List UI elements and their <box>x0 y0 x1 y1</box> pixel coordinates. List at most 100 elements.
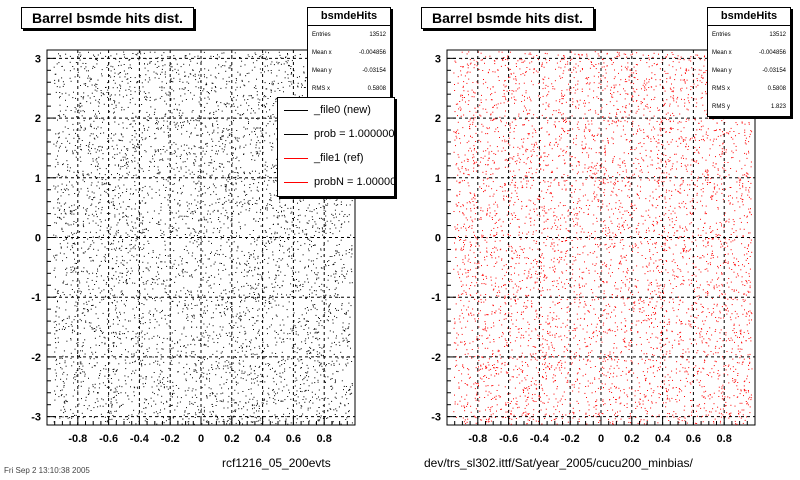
scatter-point <box>236 205 238 207</box>
scatter-point <box>221 387 223 389</box>
scatter-point <box>311 391 313 393</box>
scatter-point <box>304 390 306 392</box>
scatter-point <box>160 149 162 150</box>
scatter-point <box>331 400 333 402</box>
scatter-point <box>133 391 135 393</box>
scatter-point <box>335 213 336 215</box>
scatter-point <box>242 343 244 345</box>
scatter-point <box>71 321 73 323</box>
scatter-point <box>223 365 225 367</box>
scatter-point <box>265 299 267 301</box>
scatter-point <box>98 345 100 346</box>
scatter-point <box>334 379 336 381</box>
scatter-point <box>96 362 98 364</box>
scatter-point <box>144 79 146 81</box>
scatter-point <box>215 187 217 189</box>
scatter-point <box>87 152 89 154</box>
scatter-point <box>245 194 246 196</box>
scatter-point <box>70 338 72 339</box>
scatter-point <box>228 323 230 325</box>
scatter-point <box>195 363 197 365</box>
scatter-point <box>273 116 275 118</box>
scatter-point <box>305 297 307 299</box>
scatter-point <box>177 202 179 204</box>
scatter-point <box>98 208 100 210</box>
scatter-point <box>276 261 278 263</box>
scatter-point <box>173 227 175 229</box>
scatter-point <box>99 327 101 329</box>
scatter-point <box>189 73 191 75</box>
scatter-point <box>326 286 328 288</box>
scatter-point <box>74 379 76 381</box>
scatter-point <box>127 82 129 84</box>
scatter-point <box>103 279 105 281</box>
scatter-point <box>350 234 352 236</box>
scatter-point <box>347 270 348 272</box>
scatter-point <box>176 167 178 169</box>
scatter-point <box>58 150 59 152</box>
scatter-point <box>135 116 137 118</box>
scatter-point <box>99 292 101 294</box>
scatter-point <box>236 201 238 203</box>
scatter-point <box>112 258 113 260</box>
scatter-point <box>229 65 231 67</box>
scatter-point <box>81 247 83 249</box>
scatter-point <box>194 159 196 161</box>
scatter-point <box>307 389 309 391</box>
scatter-point <box>248 269 250 271</box>
scatter-point <box>239 363 241 365</box>
scatter-point <box>239 422 241 424</box>
scatter-point <box>86 210 88 212</box>
scatter-point <box>234 409 236 411</box>
scatter-point <box>79 290 81 292</box>
scatter-point <box>336 360 338 362</box>
scatter-point <box>238 362 240 364</box>
scatter-point <box>174 150 176 152</box>
scatter-point <box>201 156 203 158</box>
scatter-point <box>321 283 323 285</box>
scatter-point <box>275 238 277 240</box>
scatter-point <box>64 360 66 362</box>
scatter-point <box>292 218 294 219</box>
scatter-point <box>342 357 344 359</box>
scatter-point <box>258 182 260 184</box>
scatter-point <box>145 267 147 269</box>
scatter-point <box>241 79 243 81</box>
scatter-point <box>58 323 60 325</box>
scatter-point <box>65 301 67 303</box>
scatter-point <box>176 304 178 306</box>
scatter-point <box>81 291 82 293</box>
scatter-point <box>62 291 64 293</box>
scatter-point <box>97 392 99 393</box>
scatter-point <box>233 120 234 122</box>
scatter-point <box>265 125 267 127</box>
scatter-point <box>146 299 148 301</box>
scatter-point <box>187 289 189 291</box>
scatter-point <box>115 358 117 360</box>
scatter-point <box>63 371 65 373</box>
scatter-point <box>181 260 183 262</box>
scatter-point <box>318 318 320 319</box>
scatter-point <box>203 216 205 218</box>
scatter-point <box>245 128 247 130</box>
scatter-point <box>227 365 229 367</box>
scatter-point <box>83 83 85 85</box>
scatter-point <box>65 99 66 101</box>
scatter-point <box>57 163 59 165</box>
scatter-point <box>186 81 188 83</box>
scatter-point <box>90 260 92 262</box>
scatter-point <box>237 196 239 198</box>
scatter-point <box>111 242 112 244</box>
scatter-point <box>275 417 277 419</box>
scatter-point <box>305 324 307 325</box>
scatter-point <box>120 85 122 87</box>
scatter-point <box>236 313 238 315</box>
scatter-point <box>257 320 259 322</box>
scatter-point <box>115 271 117 273</box>
scatter-point <box>235 167 237 169</box>
scatter-point <box>252 197 254 199</box>
scatter-point <box>291 296 293 297</box>
scatter-point <box>235 422 237 424</box>
scatter-point <box>335 216 337 218</box>
scatter-point <box>290 207 292 209</box>
